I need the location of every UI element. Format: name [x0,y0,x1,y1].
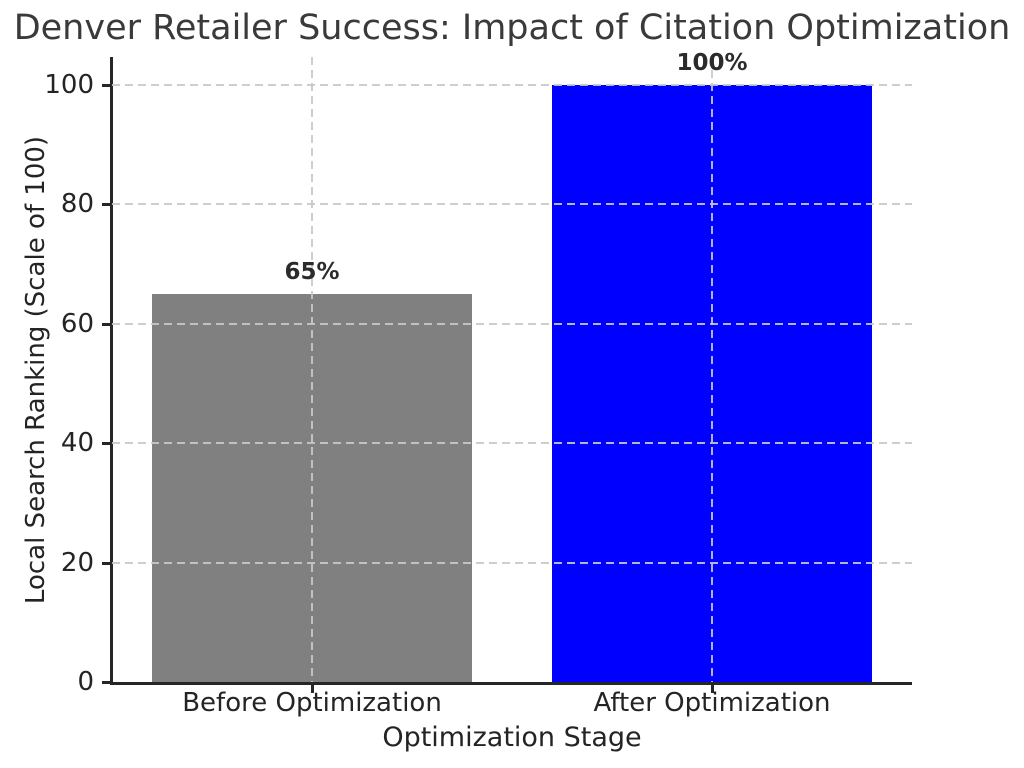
v-gridline-1 [311,57,313,682]
h-gridline-80 [112,203,912,206]
x-axis-spine [110,682,912,685]
y-tick-label-0: 0 [77,667,94,697]
y-tick-label-100: 100 [44,70,94,101]
x-tick-mark-1 [311,685,314,693]
y-tick-mark-60 [102,322,110,326]
y-tick-mark-0 [102,681,110,684]
y-tick-label-20: 20 [60,547,94,578]
y-tick-label-60: 60 [60,308,94,339]
y-tick-label-40: 40 [60,428,94,459]
x-tick-mark-2 [711,685,714,693]
y-tick-mark-40 [102,442,110,446]
v-gridline-2 [711,57,713,682]
h-gridline-20 [112,561,912,564]
x-tick-label-after-optimization: After Optimization [593,688,831,718]
y-tick-label-80: 80 [60,189,94,220]
x-tick-label-before-optimization: Before Optimization [182,688,442,718]
x-axis-label: Optimization Stage [382,722,642,753]
bar-value-label: 100% [676,50,748,77]
y-tick-mark-80 [102,203,110,207]
y-axis-spine [110,57,113,685]
chart-title: Denver Retailer Success: Impact of Citat… [13,8,1011,48]
plot-area: 65% 100% [112,50,912,682]
h-gridline-100 [112,84,912,87]
bar-value-label: 65% [284,258,340,285]
h-gridline-40 [112,442,912,445]
y-tick-mark-100 [102,84,110,88]
h-gridline-60 [112,322,912,325]
y-tick-mark-20 [102,561,110,565]
